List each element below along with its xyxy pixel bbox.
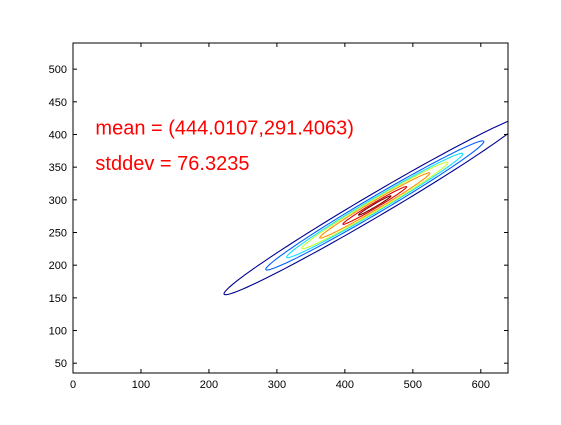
annotations: mean = (444.0107,291.4063) stddev = 76.32… <box>95 117 354 174</box>
axes-frame <box>72 42 509 374</box>
y-tick-label: 450 <box>49 97 67 109</box>
y-tick-label: 300 <box>49 195 67 207</box>
x-tick-label: 300 <box>268 379 286 391</box>
contour-line-level-5 <box>319 172 431 239</box>
y-tick-label: 250 <box>49 228 67 240</box>
contour-line-level-1 <box>223 120 508 296</box>
x-tick-label: 500 <box>404 379 422 391</box>
stddev-annotation: stddev = 76.3235 <box>95 153 249 175</box>
y-tick-label: 50 <box>55 358 67 370</box>
x-tick-label: 100 <box>132 379 150 391</box>
x-tick-label: 400 <box>336 379 354 391</box>
contour-line-level-7 <box>357 195 392 216</box>
y-tick-label: 150 <box>49 293 67 305</box>
y-axis: 50 100 150 200 250 300 350 400 450 500 <box>49 64 508 370</box>
contour-line-level-3 <box>286 152 464 259</box>
contour-line-level-2 <box>265 140 485 271</box>
plot-area <box>73 43 508 373</box>
y-tick-label: 200 <box>49 260 67 272</box>
contour-line-level-6 <box>342 185 408 225</box>
mean-annotation: mean = (444.0107,291.4063) <box>95 117 354 139</box>
x-axis: 0 100 200 300 400 500 600 <box>70 43 490 391</box>
contour-layer <box>223 120 508 296</box>
y-tick-label: 500 <box>49 64 67 76</box>
x-tick-label: 600 <box>472 379 490 391</box>
contour-line-level-4 <box>301 161 449 250</box>
y-tick-label: 400 <box>49 129 67 141</box>
x-tick-label: 200 <box>200 379 218 391</box>
y-tick-label: 100 <box>49 326 67 338</box>
x-tick-label: 0 <box>70 379 76 391</box>
y-tick-label: 350 <box>49 162 67 174</box>
